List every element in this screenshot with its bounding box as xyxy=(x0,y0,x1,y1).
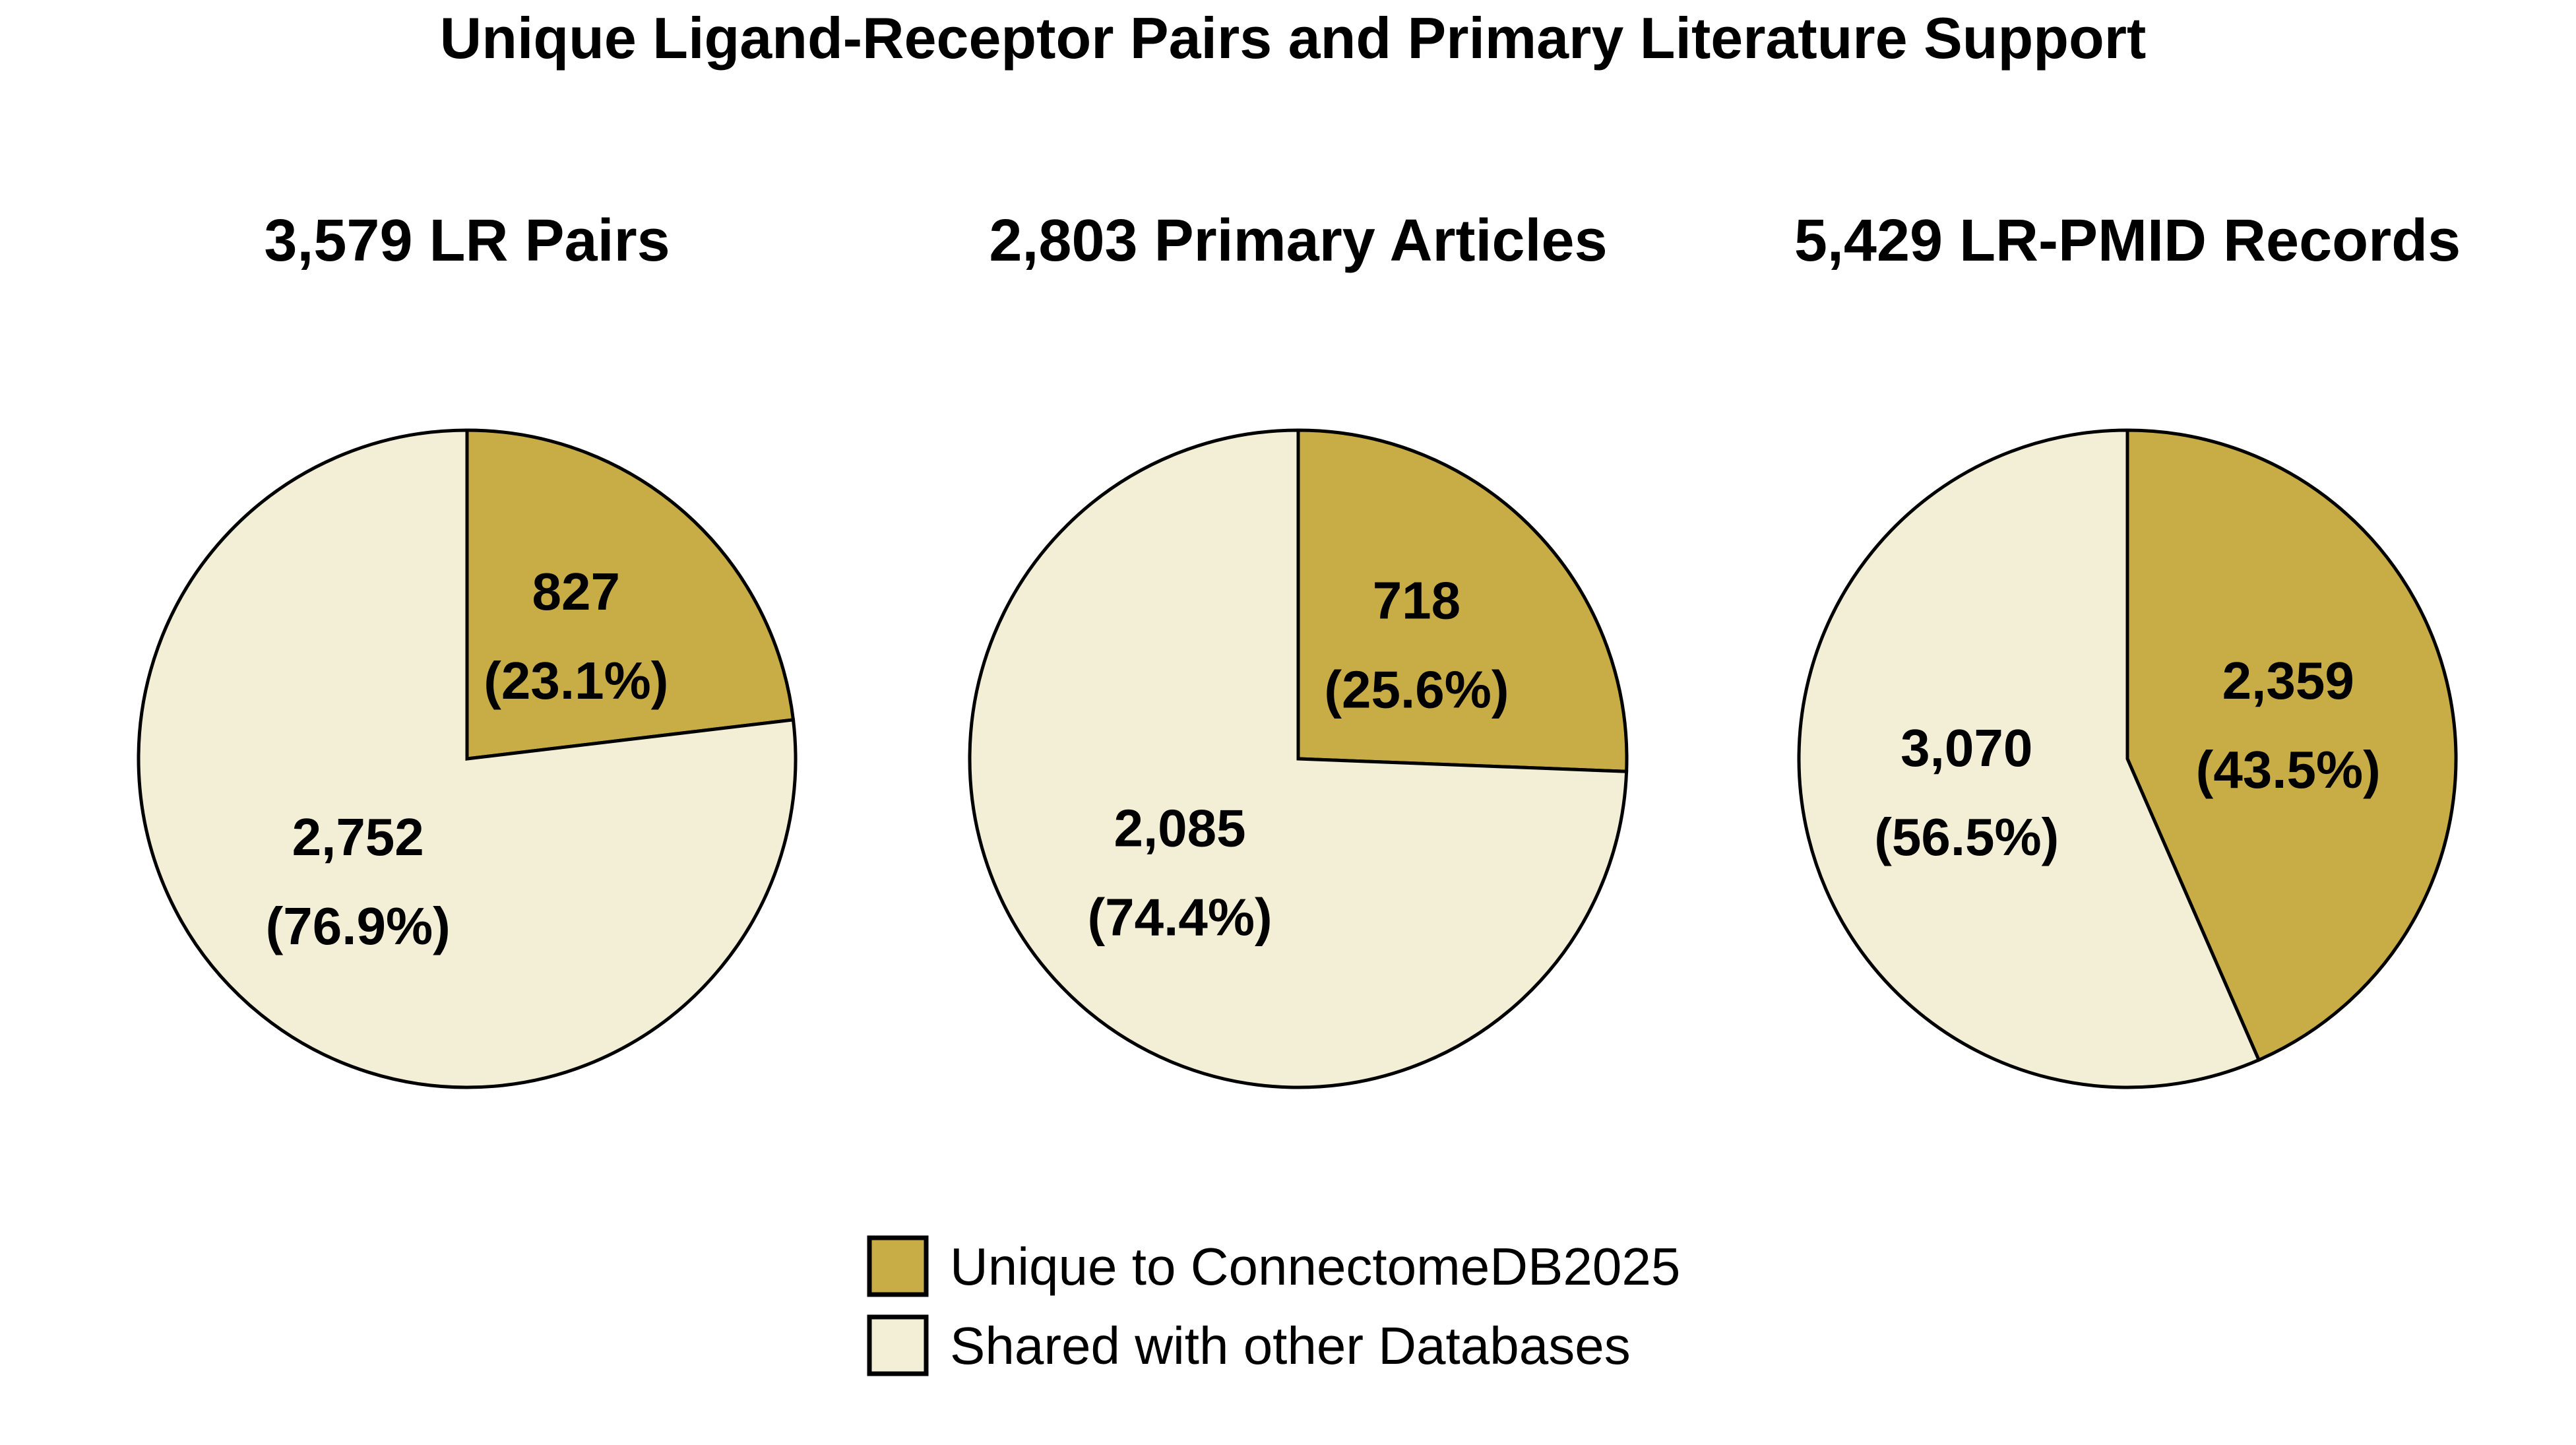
slice-value-label: 2,085 xyxy=(1114,799,1245,858)
legend: Unique to ConnectomeDB2025 Shared with o… xyxy=(867,1235,1680,1376)
slice-value-label: 3,070 xyxy=(1901,719,2032,777)
legend-swatch-shared xyxy=(867,1314,929,1376)
pie-title: 2,803 Primary Articles xyxy=(989,208,1607,274)
slice-percent-label: (43.5%) xyxy=(2196,740,2381,799)
pie-slice-unique xyxy=(465,428,796,761)
pie-slice-shared xyxy=(968,428,1629,1089)
pie-slice-shared xyxy=(137,428,798,1089)
pie-slice-unique xyxy=(1296,428,1629,773)
pie-title: 5,429 LR-PMID Records xyxy=(1794,208,2461,274)
slice-percent-label: (25.6%) xyxy=(1324,660,1509,719)
legend-label-unique: Unique to ConnectomeDB2025 xyxy=(950,1237,1680,1296)
slice-value-label: 2,359 xyxy=(2222,651,2354,710)
legend-swatch-unique xyxy=(867,1235,929,1297)
slice-percent-label: (56.5%) xyxy=(1874,808,2059,866)
pie-slice-unique xyxy=(2125,428,2458,1062)
slice-value-label: 2,752 xyxy=(292,808,424,866)
figure-title: Unique Ligand-Receptor Pairs and Primary… xyxy=(440,5,2147,71)
slice-value-label: 718 xyxy=(1373,571,1461,629)
pie-title: 3,579 LR Pairs xyxy=(264,208,670,274)
slice-value-label: 827 xyxy=(532,562,620,621)
pie-slice-shared xyxy=(1797,428,2261,1089)
slice-percent-label: (76.9%) xyxy=(266,897,451,955)
slice-percent-label: (23.1%) xyxy=(484,651,668,710)
slice-percent-label: (74.4%) xyxy=(1087,888,1272,947)
legend-label-shared: Shared with other Databases xyxy=(950,1316,1631,1375)
